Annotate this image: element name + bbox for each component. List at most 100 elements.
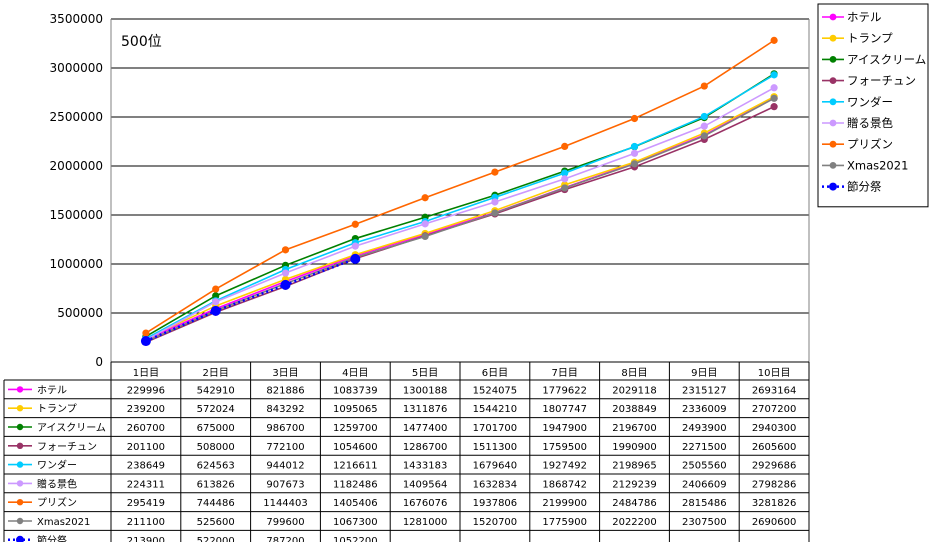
value-cell: 525600 [197, 517, 235, 528]
y-tick-label: 2500000 [50, 110, 103, 124]
value-cell: 1927492 [542, 461, 587, 472]
legend-label: Xmas2021 [847, 158, 908, 172]
series-8 [140, 253, 361, 347]
data-point [561, 169, 569, 177]
legend-marker [829, 77, 837, 84]
category-label: 4日目 [342, 368, 368, 379]
data-point [630, 149, 639, 157]
value-cell: 1433183 [403, 461, 448, 472]
category-label: 6日目 [482, 368, 508, 379]
data-point [351, 220, 359, 228]
data-point [630, 142, 639, 151]
legend-label: フォーチュン [847, 74, 916, 88]
value-cell: 1311876 [403, 404, 448, 415]
table-legend-marker [16, 499, 24, 506]
value-cell: 821886 [266, 385, 304, 396]
value-cell: 239200 [127, 404, 165, 415]
data-point [700, 122, 708, 130]
y-axis: 0 500000 1000000 1500000 2000000 2500000 30000… [50, 12, 103, 369]
value-cell: 1095065 [333, 404, 378, 415]
value-cell: 1759500 [542, 442, 587, 453]
value-cell: 1524075 [473, 385, 518, 396]
data-point [770, 71, 778, 79]
value-cell: 2315127 [682, 385, 727, 396]
value-cell: 1477400 [403, 423, 448, 434]
y-tick-label: 0 [95, 355, 103, 369]
value-cell: 744486 [197, 498, 235, 509]
category-label: 7日目 [552, 368, 578, 379]
value-cell: 1405406 [333, 498, 378, 509]
value-cell: 1409564 [403, 479, 448, 490]
data-point [561, 142, 569, 151]
series-layer [140, 36, 778, 347]
y-tick-label: 500000 [57, 306, 103, 320]
value-cell: 907673 [266, 479, 304, 490]
category-label: 2日目 [203, 368, 229, 379]
value-cell: 772100 [266, 442, 304, 453]
value-cell: 238649 [127, 461, 165, 472]
value-cell: 2929686 [752, 461, 797, 472]
value-cell: 2271500 [682, 442, 727, 453]
series-name-cell: トランプ [37, 403, 77, 415]
value-cell: 2307500 [682, 517, 727, 528]
value-cell: 1679640 [473, 461, 518, 472]
value-cell: 2196700 [612, 423, 657, 434]
data-point [281, 269, 290, 277]
table-legend-marker [16, 386, 24, 393]
value-cell: 1632834 [473, 479, 518, 490]
table-legend-marker [16, 461, 24, 468]
value-cell: 1520700 [473, 517, 518, 528]
table-legend-marker [16, 480, 24, 487]
series-7 [142, 94, 778, 345]
series-line [145, 95, 775, 340]
legend-marker [829, 182, 837, 191]
data-point [351, 242, 359, 250]
series-line [145, 87, 775, 341]
category-label: 9日目 [691, 368, 717, 379]
data-point [700, 132, 708, 140]
value-cell: 2022200 [612, 517, 657, 528]
value-cell: 2798286 [752, 479, 797, 490]
legend-label: プリズン [847, 137, 893, 151]
y-tick-label: 1000000 [50, 257, 103, 271]
value-cell: 2406609 [682, 479, 727, 490]
data-point [630, 160, 639, 168]
value-cell: 1052200 [333, 536, 378, 542]
legend-marker [829, 34, 837, 42]
data-point [770, 84, 778, 92]
value-cell: 1216611 [333, 461, 378, 472]
value-cell: 787200 [266, 536, 304, 542]
data-point [700, 82, 708, 90]
y-tick-label: 3500000 [50, 12, 103, 26]
value-cell: 522000 [197, 536, 235, 542]
data-point [491, 198, 499, 206]
value-cell: 1779622 [542, 385, 587, 396]
value-cell: 2029118 [612, 385, 657, 396]
rank-annotation: 500位 [121, 34, 162, 50]
value-cell: 613826 [197, 479, 235, 490]
series-name-cell: アイスクリーム [37, 422, 106, 434]
table-legend-marker [16, 535, 24, 542]
value-cell: 542910 [197, 385, 235, 396]
series-0 [142, 94, 778, 344]
legend-marker [829, 56, 837, 63]
value-cell: 2198965 [612, 461, 657, 472]
legend-label: ワンダー [847, 95, 893, 109]
data-point [280, 279, 291, 290]
series-name-cell: ホテル [37, 384, 67, 396]
data-point [212, 285, 220, 293]
value-cell: 1259700 [333, 423, 378, 434]
table-legend-marker [16, 517, 24, 525]
legend-label: 贈る景色 [847, 116, 893, 130]
value-cell: 2707200 [752, 404, 797, 415]
series-line [145, 74, 775, 340]
value-cell: 843292 [266, 404, 304, 415]
data-point [491, 168, 499, 176]
data-point [142, 329, 150, 337]
data-point [421, 220, 429, 228]
data-point [770, 36, 778, 44]
value-cell: 2199900 [542, 498, 587, 509]
series-5 [142, 84, 778, 344]
legend-marker [829, 13, 837, 21]
